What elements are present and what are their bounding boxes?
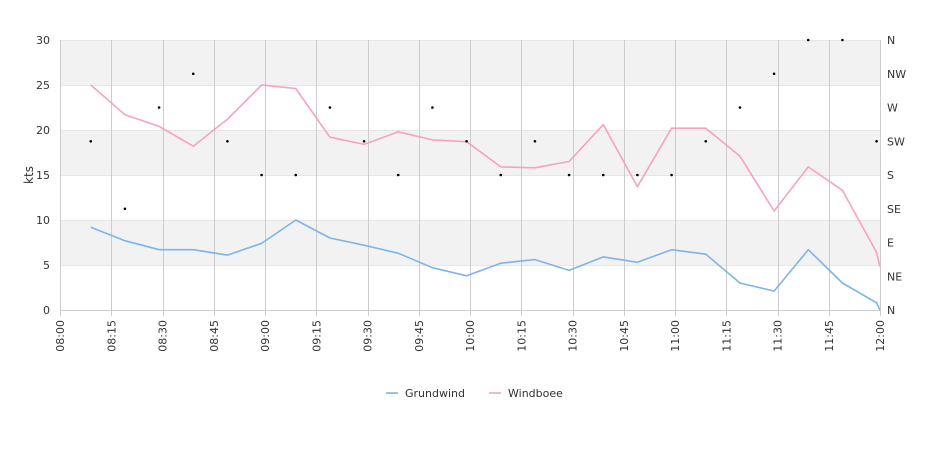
x-tick-label: 09:15: [310, 320, 323, 352]
y-axis-title: kts: [22, 166, 36, 184]
x-tick-label: 08:45: [208, 320, 221, 352]
right-tick-label: E: [887, 237, 894, 250]
direction-point: [636, 173, 639, 177]
x-tick-label: 08:15: [105, 320, 118, 352]
x-tick-label: 11:00: [669, 320, 682, 352]
y-tick-label: 15: [36, 169, 50, 182]
direction-point: [567, 173, 571, 177]
legend-label: Windboee: [508, 387, 563, 400]
right-tick-label: NW: [887, 68, 906, 81]
direction-point: [465, 139, 468, 143]
y-tick-label: 0: [43, 304, 50, 317]
direction-point: [772, 72, 776, 76]
direction-point: [89, 139, 93, 143]
x-tick-label: 12:00: [874, 320, 887, 352]
y-tick-label: 5: [43, 259, 50, 272]
legend: Grundwind Windboee: [386, 387, 563, 400]
direction-point: [226, 139, 229, 143]
right-tick-label: SE: [887, 203, 901, 216]
series-line-grundwind: [90, 219, 881, 311]
x-tick-label: 08:00: [54, 320, 67, 352]
x-tick-label: 09:00: [259, 320, 272, 352]
x-tick-label: 10:00: [464, 320, 477, 352]
direction-point: [533, 139, 537, 143]
series-lines: [90, 84, 881, 311]
direction-point: [396, 173, 400, 177]
vertical-gridlines: [60, 40, 881, 316]
series-line-windboee: [90, 84, 881, 267]
legend-label: Grundwind: [405, 387, 465, 400]
right-tick-label: W: [887, 102, 898, 115]
right-tick-label: S: [887, 169, 894, 182]
x-tick-label: 10:15: [515, 320, 528, 352]
direction-point: [841, 38, 844, 42]
right-tick-label: N: [887, 304, 895, 317]
right-axis-tick-labels: N NE E SE S SW W NW N: [887, 34, 906, 317]
x-tick-label: 09:45: [413, 320, 426, 352]
direction-point: [294, 173, 298, 177]
direction-point: [704, 139, 708, 143]
x-tick-label: 08:30: [157, 320, 170, 352]
direction-point: [738, 106, 742, 109]
y-tick-label: 25: [36, 79, 50, 92]
direction-point: [875, 139, 878, 143]
right-tick-label: N: [887, 34, 895, 47]
right-tick-label: NE: [887, 270, 902, 283]
direction-point: [123, 207, 127, 211]
x-tick-label: 10:30: [567, 320, 580, 352]
x-axis-tick-labels: 08:00 08:15 08:30 08:45 09:00 09:15 09:30 09:45…: [54, 320, 887, 352]
x-tick-label: 09:30: [362, 320, 375, 352]
x-tick-label: 11:15: [720, 320, 733, 352]
direction-point: [499, 173, 503, 177]
right-tick-label: SW: [887, 135, 905, 148]
direction-point: [431, 106, 434, 109]
y-tick-label: 10: [36, 214, 50, 227]
x-tick-label: 10:45: [618, 320, 631, 352]
y-tick-label: 20: [36, 124, 50, 137]
direction-point: [362, 139, 366, 143]
direction-markers: [89, 38, 878, 211]
direction-point: [157, 106, 161, 109]
direction-point: [260, 173, 263, 177]
direction-point: [806, 38, 810, 42]
x-tick-label: 11:45: [823, 320, 836, 352]
y-axis-tick-labels: 0 5 10 15 20 25 30: [36, 34, 50, 317]
direction-point: [328, 106, 332, 109]
direction-point: [601, 173, 605, 177]
direction-point: [670, 173, 673, 177]
direction-point: [191, 72, 195, 76]
x-tick-label: 11:30: [772, 320, 785, 352]
y-tick-label: 30: [36, 34, 50, 47]
